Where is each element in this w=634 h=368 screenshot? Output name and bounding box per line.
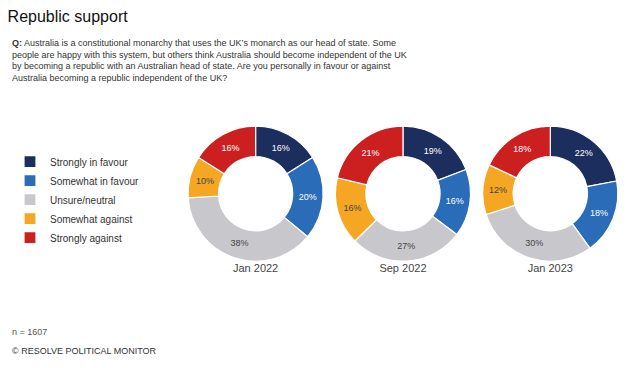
svg-text:16%: 16% <box>272 143 290 153</box>
svg-text:16%: 16% <box>446 196 464 206</box>
svg-text:Republic support: Republic support <box>8 8 129 25</box>
svg-text:20%: 20% <box>299 192 317 202</box>
svg-text:38%: 38% <box>230 238 248 248</box>
svg-text:© RESOLVE POLITICAL MONITOR: © RESOLVE POLITICAL MONITOR <box>12 346 156 356</box>
svg-text:Strongly in favour: Strongly in favour <box>50 157 128 168</box>
svg-text:21%: 21% <box>362 148 380 158</box>
svg-text:22%: 22% <box>575 148 593 158</box>
svg-text:18%: 18% <box>590 208 608 218</box>
svg-text:30%: 30% <box>525 238 543 248</box>
svg-text:n = 1607: n = 1607 <box>12 327 47 337</box>
svg-text:Strongly against: Strongly against <box>50 233 122 244</box>
svg-text:Jan 2022: Jan 2022 <box>233 262 278 274</box>
svg-text:27%: 27% <box>397 241 415 251</box>
svg-text:10%: 10% <box>196 176 214 186</box>
svg-text:Q: Australia is a constitution: Q: Australia is a constitutional monarch… <box>12 38 407 83</box>
svg-text:Somewhat in favour: Somewhat in favour <box>50 176 139 187</box>
svg-text:19%: 19% <box>424 146 442 156</box>
svg-text:18%: 18% <box>513 144 531 154</box>
svg-text:Jan 2023: Jan 2023 <box>528 262 573 274</box>
svg-text:Unsure/neutral: Unsure/neutral <box>50 195 116 206</box>
svg-text:16%: 16% <box>344 203 362 213</box>
svg-text:Sep 2022: Sep 2022 <box>379 262 426 274</box>
svg-text:16%: 16% <box>221 143 239 153</box>
svg-text:Somewhat against: Somewhat against <box>50 214 132 225</box>
svg-text:12%: 12% <box>489 185 507 195</box>
